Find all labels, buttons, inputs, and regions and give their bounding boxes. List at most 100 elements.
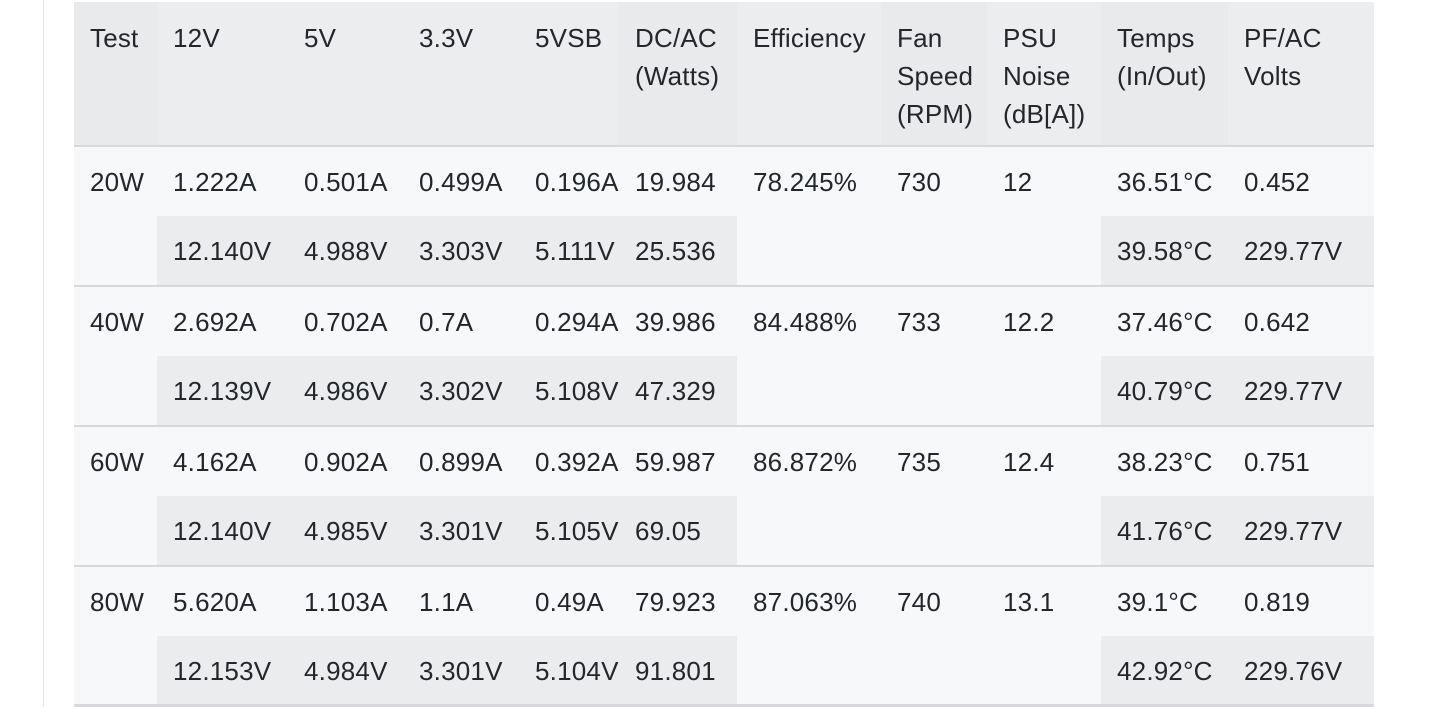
table-row: 12.140V 4.988V 3.303V 5.111V 25.536 39.58°C 22…	[74, 216, 1374, 286]
power-factor-cell: 0.819	[1228, 565, 1374, 636]
voltage-12v-cell: 12.139V	[157, 356, 288, 426]
dc-watts-cell: 59.987	[619, 425, 737, 496]
fan-speed-cell: 740	[881, 565, 987, 706]
power-factor-cell: 0.452	[1228, 146, 1374, 216]
efficiency-cell: 86.872%	[737, 425, 881, 566]
header-line: (RPM)	[897, 99, 974, 129]
voltage-3v3-cell: 3.302V	[403, 356, 519, 426]
fan-speed-cell: 733	[881, 285, 987, 426]
test-load-cell: 20W	[74, 146, 157, 286]
header-line: (In/Out)	[1117, 61, 1207, 91]
dc-watts-cell: 39.986	[619, 285, 737, 356]
header-line: PF/AC	[1244, 23, 1322, 53]
table-row: 12.140V 4.985V 3.301V 5.105V 69.05 41.76°C 229…	[74, 496, 1374, 566]
psu-load-test-table: Test 12V 5V 3.3V 5VSB DC/AC (Watts) Efficiency F…	[74, 2, 1374, 706]
test-load-cell: 80W	[74, 565, 157, 706]
temp-in-cell: 39.1°C	[1101, 565, 1228, 636]
ac-volts-cell: 229.77V	[1228, 496, 1374, 566]
table-row: 60W 4.162A 0.902A 0.899A 0.392A 59.987 86.872%…	[74, 425, 1374, 566]
voltage-3v3-cell: 3.301V	[403, 636, 519, 706]
power-factor-cell: 0.751	[1228, 425, 1374, 496]
header-line: 3.3V	[419, 23, 474, 53]
header-test: Test	[74, 2, 157, 147]
header-line: Speed	[897, 61, 974, 91]
voltage-3v3-cell: 3.303V	[403, 216, 519, 286]
voltage-5v-cell: 4.986V	[288, 356, 403, 426]
table-row: 20W 1.222A 0.501A 0.499A 0.196A 19.984 78.245%…	[74, 146, 1374, 286]
table-row: 80W 5.620A 1.103A 1.1A 0.49A 79.923 87.063% 740…	[74, 565, 1374, 706]
current-5vsb-cell: 0.196A	[519, 146, 619, 216]
header-5vsb: 5VSB	[519, 2, 619, 147]
header-12v: 12V	[157, 2, 288, 147]
temp-out-cell: 42.92°C	[1101, 636, 1228, 706]
efficiency-cell: 87.063%	[737, 565, 881, 706]
header-line: 5VSB	[535, 23, 603, 53]
voltage-5v-cell: 4.985V	[288, 496, 403, 566]
test-load-cell: 60W	[74, 425, 157, 566]
header-3v3: 3.3V	[403, 2, 519, 147]
header-line: Noise	[1003, 61, 1071, 91]
psu-noise-cell: 13.1	[987, 565, 1101, 706]
table-row: 40W 2.692A 0.702A 0.7A 0.294A 39.986 84.488% 73…	[74, 285, 1374, 426]
voltage-5vsb-cell: 5.105V	[519, 496, 619, 566]
temp-in-cell: 37.46°C	[1101, 285, 1228, 356]
header-pf-ac-volts: PF/AC Volts	[1228, 2, 1374, 147]
voltage-5v-cell: 4.988V	[288, 216, 403, 286]
current-5vsb-cell: 0.49A	[519, 565, 619, 636]
voltage-3v3-cell: 3.301V	[403, 496, 519, 566]
efficiency-cell: 84.488%	[737, 285, 881, 426]
psu-noise-cell: 12.2	[987, 285, 1101, 426]
psu-noise-cell: 12.4	[987, 425, 1101, 566]
psu-noise-cell: 12	[987, 146, 1101, 286]
current-3v3-cell: 1.1A	[403, 565, 519, 636]
ac-watts-cell: 91.801	[619, 636, 737, 706]
header-5v: 5V	[288, 2, 403, 147]
header-row: Test 12V 5V 3.3V 5VSB DC/AC (Watts) Efficiency F…	[74, 2, 1374, 147]
ac-watts-cell: 69.05	[619, 496, 737, 566]
current-5v-cell: 0.501A	[288, 146, 403, 216]
table-row: 12.153V 4.984V 3.301V 5.104V 91.801 42.92°C 22…	[74, 636, 1374, 706]
ac-watts-cell: 25.536	[619, 216, 737, 286]
table-row: 12.139V 4.986V 3.302V 5.108V 47.329 40.79°C 22…	[74, 356, 1374, 426]
header-line: 5V	[304, 23, 337, 53]
voltage-5vsb-cell: 5.108V	[519, 356, 619, 426]
current-12v-cell: 4.162A	[157, 425, 288, 496]
temp-in-cell: 36.51°C	[1101, 146, 1228, 216]
header-fan-speed: Fan Speed (RPM)	[881, 2, 987, 147]
current-12v-cell: 5.620A	[157, 565, 288, 636]
voltage-5vsb-cell: 5.104V	[519, 636, 619, 706]
current-5vsb-cell: 0.294A	[519, 285, 619, 356]
left-divider	[43, 0, 44, 707]
bottom-divider	[74, 704, 1374, 707]
ac-volts-cell: 229.76V	[1228, 636, 1374, 706]
table-body: 20W 1.222A 0.501A 0.499A 0.196A 19.984 78.245%…	[74, 146, 1374, 706]
temp-out-cell: 41.76°C	[1101, 496, 1228, 566]
temp-out-cell: 39.58°C	[1101, 216, 1228, 286]
voltage-12v-cell: 12.140V	[157, 216, 288, 286]
table-header: Test 12V 5V 3.3V 5VSB DC/AC (Watts) Efficiency F…	[74, 2, 1374, 147]
header-line: Volts	[1244, 61, 1302, 91]
voltage-5vsb-cell: 5.111V	[519, 216, 619, 286]
current-3v3-cell: 0.499A	[403, 146, 519, 216]
voltage-12v-cell: 12.140V	[157, 496, 288, 566]
header-line: Efficiency	[753, 23, 866, 53]
current-3v3-cell: 0.7A	[403, 285, 519, 356]
header-dc-ac: DC/AC (Watts)	[619, 2, 737, 147]
header-efficiency: Efficiency	[737, 2, 881, 147]
header-line: DC/AC	[635, 23, 717, 53]
ac-watts-cell: 47.329	[619, 356, 737, 426]
current-5vsb-cell: 0.392A	[519, 425, 619, 496]
voltage-5v-cell: 4.984V	[288, 636, 403, 706]
ac-volts-cell: 229.77V	[1228, 216, 1374, 286]
fan-speed-cell: 735	[881, 425, 987, 566]
header-line: Test	[90, 23, 139, 53]
header-temps: Temps (In/Out)	[1101, 2, 1228, 147]
header-line: Temps	[1117, 23, 1195, 53]
header-line: 12V	[173, 23, 220, 53]
dc-watts-cell: 79.923	[619, 565, 737, 636]
ac-volts-cell: 229.77V	[1228, 356, 1374, 426]
temp-in-cell: 38.23°C	[1101, 425, 1228, 496]
current-5v-cell: 1.103A	[288, 565, 403, 636]
current-5v-cell: 0.702A	[288, 285, 403, 356]
